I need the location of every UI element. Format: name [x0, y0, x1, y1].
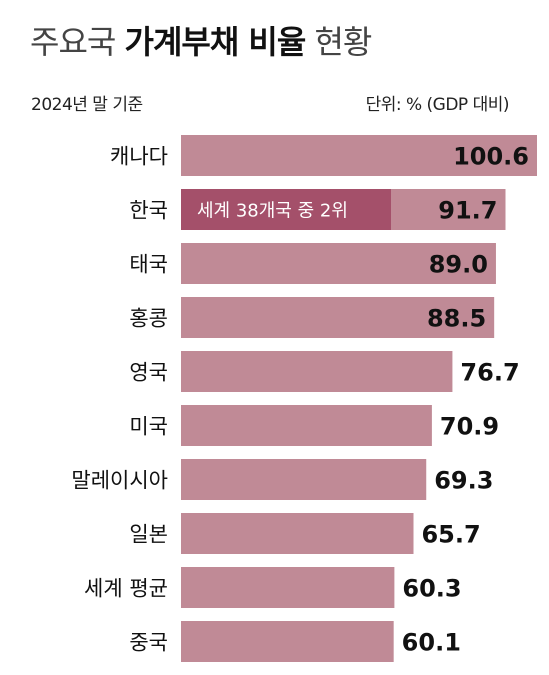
value-label: 89.0: [429, 251, 488, 279]
category-label: 세계 평균: [84, 577, 168, 601]
bar-10: [181, 621, 394, 662]
bar-1: [181, 135, 537, 176]
bar-4: [181, 297, 495, 338]
bar-5: [181, 351, 453, 392]
category-label: 미국: [129, 415, 168, 439]
title-highlight: 가계부채 비율: [124, 23, 307, 61]
value-label: 65.7: [421, 521, 480, 549]
unit-note: 단위: % (GDP 대비): [365, 95, 510, 115]
value-label: 88.5: [427, 305, 486, 333]
value-label: 70.9: [440, 413, 499, 441]
value-label: 76.7: [460, 359, 519, 387]
date-note: 2024년 말 기준: [31, 95, 143, 115]
value-label: 60.1: [402, 629, 461, 657]
value-label: 91.7: [438, 197, 497, 225]
annotation-label: 세계 38개국 중 2위: [197, 201, 348, 222]
value-label: 60.3: [402, 575, 461, 603]
category-label: 캐나다: [110, 145, 168, 169]
category-label: 홍콩: [129, 307, 168, 331]
category-label: 말레이시아: [71, 469, 168, 493]
highlight-bar-segment: [181, 189, 391, 230]
category-label: 태국: [129, 253, 168, 277]
title-suffix: 현황: [314, 23, 372, 61]
bar-8: [181, 513, 414, 554]
value-label: 100.6: [453, 143, 529, 171]
bar-3: [181, 243, 496, 284]
category-label: 중국: [129, 631, 168, 655]
bar-7: [181, 459, 427, 500]
bar-9: [181, 567, 395, 608]
title-prefix: 주요국: [30, 23, 116, 61]
category-label: 일본: [129, 523, 168, 547]
category-label: 영국: [129, 361, 168, 385]
bar-6: [181, 405, 432, 446]
value-label: 69.3: [434, 467, 493, 495]
chart-title: 주요국 가계부채 비율 현황: [30, 22, 372, 62]
category-label: 한국: [129, 199, 168, 223]
